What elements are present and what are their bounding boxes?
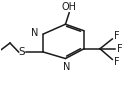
Text: N: N xyxy=(63,62,70,72)
Text: N: N xyxy=(31,28,38,38)
Text: F: F xyxy=(114,31,120,41)
Text: F: F xyxy=(117,44,122,54)
Text: S: S xyxy=(18,47,25,57)
Text: F: F xyxy=(114,57,120,67)
Text: OH: OH xyxy=(62,2,77,12)
